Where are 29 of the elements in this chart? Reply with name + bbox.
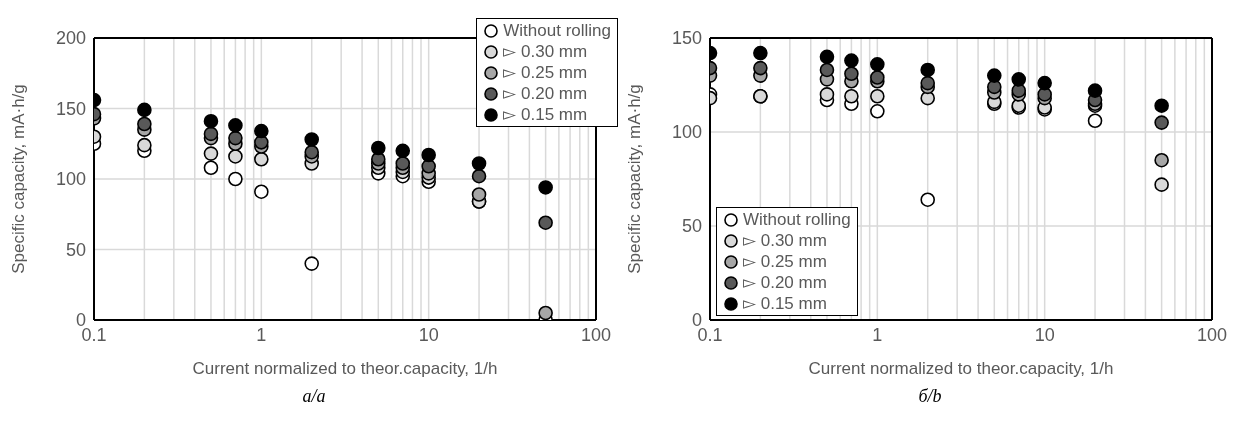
x-axis-title: Current normalized to theor.capacity, 1/h — [808, 359, 1114, 378]
text: б/b — [917, 386, 943, 407]
x-tick-label: 100 — [1196, 324, 1228, 345]
y-tick-label: 100 — [55, 169, 86, 190]
legend-label: Without rolling — [743, 209, 851, 230]
y-axis-title: Specific capacity, mA·h/g — [625, 84, 645, 274]
legend-label: ▻ 0.25 mm — [503, 62, 588, 83]
y-tick-label: 150 — [55, 98, 86, 119]
x-tick-label: 10 — [1034, 324, 1055, 345]
legend-label: ▻ 0.20 mm — [503, 83, 588, 104]
legend-label: ▻ 0.15 mm — [503, 104, 588, 125]
text: а/a — [301, 386, 327, 407]
x-tick-label: 10 — [418, 324, 439, 345]
legend-label: Without rolling — [503, 20, 611, 41]
legend-label: ▻ 0.30 mm — [743, 230, 827, 251]
y-tick-label: 150 — [671, 28, 702, 49]
y-tick-label: 100 — [671, 122, 702, 143]
y-axis-title: Specific capacity, mA·h/g — [9, 84, 29, 274]
x-axis-title: Current normalized to theor.capacity, 1/h — [192, 359, 498, 378]
x-tick-label: 1 — [872, 324, 883, 345]
x-tick-label: 100 — [580, 324, 612, 345]
legend-label: ▻ 0.25 mm — [743, 251, 827, 272]
legend-label: ▻ 0.30 mm — [503, 41, 588, 62]
legend-label: ▻ 0.15 mm — [743, 293, 827, 314]
y-tick-label: 50 — [65, 239, 86, 260]
y-tick-label: 50 — [681, 216, 702, 237]
x-tick-label: 1 — [256, 324, 267, 345]
legend-label: ▻ 0.20 mm — [743, 272, 827, 293]
y-tick-label: 200 — [55, 28, 86, 49]
